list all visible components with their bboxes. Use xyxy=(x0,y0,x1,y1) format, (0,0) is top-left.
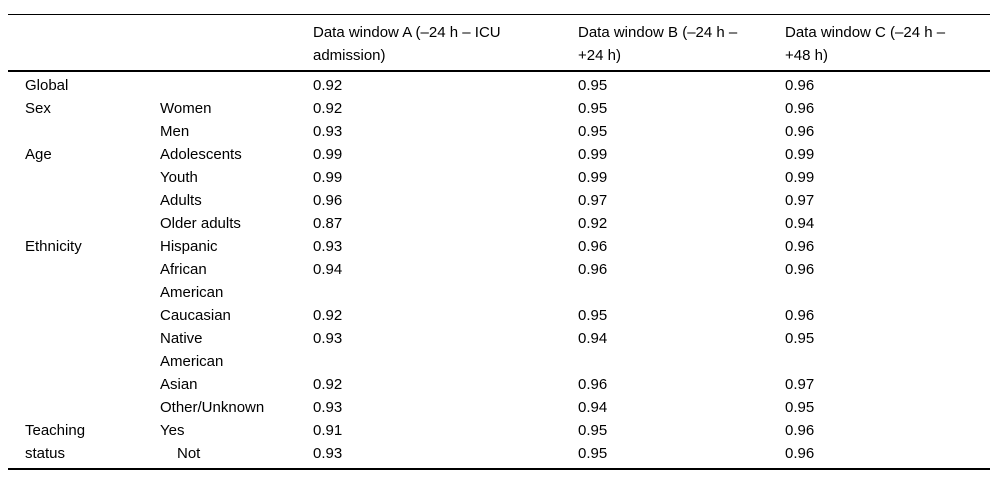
column-header-data-window-a: Data window A (–24 h – ICU admission) xyxy=(313,14,578,72)
value-cell: 0.95 xyxy=(785,399,815,416)
group-cell xyxy=(8,120,160,143)
value-cell: 0.96 xyxy=(785,307,815,324)
group-cell xyxy=(8,166,160,189)
group-cell xyxy=(8,304,160,327)
subgroup-cell: Other/Unknown xyxy=(160,399,265,416)
subgroup-cell: Yes xyxy=(160,422,185,439)
value-cell: 0.99 xyxy=(578,146,608,163)
subgroup-cell: Native American xyxy=(160,330,224,370)
value-cell: 0.94 xyxy=(578,330,608,347)
value-cell: 0.94 xyxy=(578,399,608,416)
value-cell: 0.96 xyxy=(785,261,815,278)
table-row-adults: Adults 0.96 0.97 0.97 xyxy=(8,189,990,212)
subgroup-cell: Hispanic xyxy=(160,238,218,255)
value-cell: 0.91 xyxy=(313,422,343,439)
subgroup-performance-table: Data window A (–24 h – ICU admission) Da… xyxy=(8,14,990,470)
value-cell: 0.96 xyxy=(785,123,815,140)
subgroup-cell xyxy=(160,71,313,97)
subgroup-cell: Adults xyxy=(160,192,202,209)
table-row-men: Men 0.93 0.95 0.96 xyxy=(8,120,990,143)
value-cell: 0.95 xyxy=(578,77,608,94)
subgroup-cell: Men xyxy=(160,123,190,140)
header-subgroup-blank xyxy=(160,14,313,72)
table-row-women: Sex Women 0.92 0.95 0.96 xyxy=(8,97,990,120)
value-cell: 0.94 xyxy=(785,215,815,232)
value-cell: 0.93 xyxy=(313,399,343,416)
value-cell: 0.96 xyxy=(785,77,815,94)
subgroup-cell: Older adults xyxy=(160,215,241,232)
group-cell xyxy=(8,327,160,373)
group-cell xyxy=(8,189,160,212)
value-cell: 0.96 xyxy=(785,238,815,255)
table-row-asian: Asian 0.92 0.96 0.97 xyxy=(8,373,990,396)
value-cell: 0.92 xyxy=(313,100,343,117)
value-cell: 0.93 xyxy=(313,445,343,462)
group-cell: Global xyxy=(25,77,69,94)
value-cell: 0.99 xyxy=(313,169,343,186)
value-cell: 0.87 xyxy=(313,215,343,232)
table-row-teaching-yes: Teaching status Yes 0.91 0.95 0.96 xyxy=(8,419,990,462)
table-row-african-american: African American 0.94 0.96 0.96 xyxy=(8,258,990,304)
value-cell: 0.99 xyxy=(785,169,815,186)
group-cell: Ethnicity xyxy=(25,238,82,255)
group-cell xyxy=(8,212,160,235)
value-cell: 0.95 xyxy=(785,330,815,347)
value-cell: 0.95 xyxy=(578,422,608,439)
column-header-data-window-c: Data window C (–24 h – +48 h) xyxy=(785,14,990,72)
value-cell: 0.97 xyxy=(785,376,815,393)
value-cell: 0.93 xyxy=(313,238,343,255)
value-cell: 0.94 xyxy=(313,261,343,278)
value-cell: 0.96 xyxy=(578,376,608,393)
group-cell xyxy=(8,258,160,304)
group-cell: Sex xyxy=(25,100,51,117)
value-cell: 0.95 xyxy=(578,445,608,462)
subgroup-cell: Youth xyxy=(160,169,198,186)
value-cell: 0.95 xyxy=(578,307,608,324)
table-row-teaching-not: Not 0.93 0.95 0.96 xyxy=(8,442,990,469)
table-row-older-adults: Older adults 0.87 0.92 0.94 xyxy=(8,212,990,235)
subgroup-cell: Women xyxy=(160,100,212,117)
value-cell: 0.99 xyxy=(313,146,343,163)
table-row-hispanic: Ethnicity Hispanic 0.93 0.96 0.96 xyxy=(8,235,990,258)
value-cell: 0.96 xyxy=(785,100,815,117)
value-cell: 0.96 xyxy=(785,445,815,462)
subgroup-cell: Asian xyxy=(160,376,198,393)
value-cell: 0.92 xyxy=(578,215,608,232)
value-cell: 0.99 xyxy=(578,169,608,186)
value-cell: 0.97 xyxy=(578,192,608,209)
value-cell: 0.96 xyxy=(578,238,608,255)
table-row-youth: Youth 0.99 0.99 0.99 xyxy=(8,166,990,189)
group-cell: Age xyxy=(25,146,52,163)
value-cell: 0.99 xyxy=(785,146,815,163)
column-header-data-window-b: Data window B (–24 h – +24 h) xyxy=(578,14,785,72)
subgroup-cell: African American xyxy=(160,261,224,301)
group-cell xyxy=(8,373,160,396)
value-cell: 0.92 xyxy=(313,77,343,94)
table-row-global: Global 0.92 0.95 0.96 xyxy=(8,71,990,97)
subgroup-cell: Caucasian xyxy=(160,307,231,324)
value-cell: 0.95 xyxy=(578,123,608,140)
value-cell: 0.93 xyxy=(313,330,343,347)
group-cell: Teaching status xyxy=(25,422,86,462)
group-cell xyxy=(8,396,160,419)
value-cell: 0.97 xyxy=(785,192,815,209)
value-cell: 0.96 xyxy=(313,192,343,209)
table-header-row: Data window A (–24 h – ICU admission) Da… xyxy=(8,14,990,72)
subgroup-cell: Adolescents xyxy=(160,146,242,163)
value-cell: 0.95 xyxy=(578,100,608,117)
table-row-caucasian: Caucasian 0.92 0.95 0.96 xyxy=(8,304,990,327)
subgroup-cell: Not xyxy=(177,445,201,462)
table-row-adolescents: Age Adolescents 0.99 0.99 0.99 xyxy=(8,143,990,166)
value-cell: 0.93 xyxy=(313,123,343,140)
table-row-other-unknown: Other/Unknown 0.93 0.94 0.95 xyxy=(8,396,990,419)
table-row-native-american: Native American 0.93 0.94 0.95 xyxy=(8,327,990,373)
header-group-blank xyxy=(8,14,160,72)
value-cell: 0.92 xyxy=(313,376,343,393)
value-cell: 0.92 xyxy=(313,307,343,324)
value-cell: 0.96 xyxy=(785,422,815,439)
value-cell: 0.96 xyxy=(578,261,608,278)
